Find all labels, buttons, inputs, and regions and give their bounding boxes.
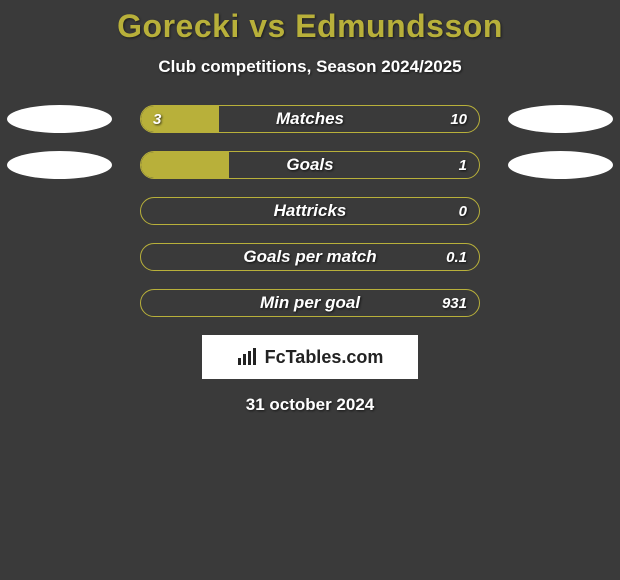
player-avatar-left [7,151,112,179]
stat-bar: Hattricks0 [140,197,480,225]
logo-text: FcTables.com [265,347,384,368]
stat-bar: 3Matches10 [140,105,480,133]
avatar-spacer [508,289,613,317]
stat-bar: Min per goal931 [140,289,480,317]
stat-label: Matches [141,106,479,132]
stat-row: 3Matches10 [0,105,620,133]
avatar-spacer [508,243,613,271]
player-avatar-left [7,105,112,133]
avatar-spacer [508,197,613,225]
avatar-spacer [7,197,112,225]
stat-right-value: 0.1 [446,244,467,270]
player-avatar-right [508,151,613,179]
stat-label: Hattricks [141,198,479,224]
stat-right-value: 0 [459,198,467,224]
avatar-spacer [7,289,112,317]
stat-row: Min per goal931 [0,289,620,317]
stat-bar: Goals per match0.1 [140,243,480,271]
stat-label: Goals [141,152,479,178]
subtitle: Club competitions, Season 2024/2025 [0,57,620,77]
stat-row: Hattricks0 [0,197,620,225]
avatar-spacer [7,243,112,271]
stat-bar: Goals1 [140,151,480,179]
stat-row: Goals per match0.1 [0,243,620,271]
bars-icon [237,348,259,366]
stat-label: Goals per match [141,244,479,270]
stat-row: Goals1 [0,151,620,179]
page-title: Gorecki vs Edmundsson [0,8,620,45]
date-text: 31 october 2024 [0,395,620,415]
stat-label: Min per goal [141,290,479,316]
stats-section: 3Matches10 Goals1 Hattricks0 Goals per matc… [0,105,620,317]
stat-right-value: 10 [450,106,467,132]
stat-right-value: 931 [442,290,467,316]
stat-right-value: 1 [459,152,467,178]
source-logo: FcTables.com [202,335,418,379]
player-avatar-right [508,105,613,133]
